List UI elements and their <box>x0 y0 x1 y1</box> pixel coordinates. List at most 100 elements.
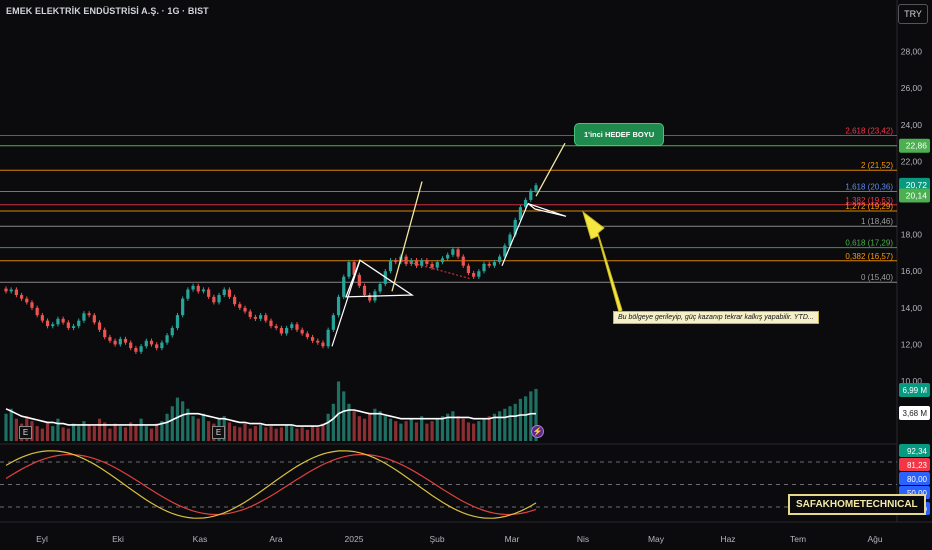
volume-bar <box>388 418 393 441</box>
candle-body <box>149 340 154 345</box>
volume-bar <box>274 428 278 441</box>
volume-bar <box>524 396 528 441</box>
candle-body <box>165 335 169 343</box>
candle-body <box>435 262 439 268</box>
price-tick-label: 26,00 <box>901 83 923 93</box>
candle-body <box>160 342 164 349</box>
volume-bar <box>129 422 133 441</box>
candle-body <box>368 295 372 301</box>
candle-body <box>503 245 507 257</box>
candle-body <box>264 315 268 321</box>
volume-bar <box>316 427 320 441</box>
volume-bar <box>175 397 180 441</box>
candle-body <box>259 315 263 319</box>
candle-body <box>45 320 50 327</box>
volume-bar <box>503 408 507 441</box>
candle-body <box>253 316 258 319</box>
candle-body <box>461 256 465 266</box>
price-tick-label: 16,00 <box>901 266 923 276</box>
price-tick-label: 10,00 <box>901 376 923 386</box>
time-axis-label: Mar <box>505 534 520 544</box>
candle-body <box>25 298 29 303</box>
volume-bar <box>529 391 533 441</box>
target-annotation[interactable]: 1'inci HEDEF BOYU <box>574 123 665 146</box>
stoch-badge-label: 92,34 <box>907 447 928 456</box>
volume-bar <box>347 403 351 441</box>
volume-bar <box>71 423 76 441</box>
volume-bar <box>409 418 413 441</box>
symbol-title: EMEK ELEKTRİK ENDÜSTRİSİ A.Ş. · 1G · BIS… <box>6 6 209 16</box>
fib-level-label: 1,618 (20,36) <box>845 182 893 191</box>
candle-body <box>295 324 299 330</box>
fib-level-label: 2 (21,52) <box>861 161 893 170</box>
dividend-bolt-icon[interactable]: ⚡ <box>531 425 544 438</box>
volume-bar <box>466 422 471 441</box>
candle-body <box>378 284 382 292</box>
volume-bar <box>170 406 174 441</box>
candle-body <box>186 289 190 299</box>
currency-button[interactable]: TRY <box>898 4 928 24</box>
volume-bar <box>45 422 50 441</box>
earnings-marker-icon[interactable]: E <box>212 426 225 439</box>
volume-bar <box>284 424 289 441</box>
trend-line <box>331 260 361 347</box>
price-tick-label: 24,00 <box>901 120 923 130</box>
candle-body <box>71 326 76 328</box>
candle-body <box>305 333 309 338</box>
volume-bar <box>373 408 377 441</box>
time-axis-label: 2025 <box>345 534 364 544</box>
candle-body <box>430 263 434 268</box>
volume-badge <box>899 383 930 397</box>
candle-body <box>347 262 351 277</box>
price-tick-label: 14,00 <box>901 303 923 313</box>
note-annotation[interactable]: Bu bölgeye gerileyip, güç kazanıp tekrar… <box>613 311 819 324</box>
candle-body <box>466 265 471 274</box>
candle-body <box>97 322 102 330</box>
candle-body <box>201 289 206 292</box>
volume-bar <box>394 421 398 441</box>
candle-body <box>82 313 86 321</box>
candle-body <box>362 285 367 296</box>
stoch-d-line <box>5 453 537 516</box>
candle-body <box>472 273 476 277</box>
candle-body <box>108 337 112 341</box>
candle-body <box>19 295 24 299</box>
candle-body <box>129 342 133 349</box>
volume-bar <box>253 426 258 441</box>
volume-bar <box>123 427 128 441</box>
stoch-badge-label: 81,23 <box>907 461 928 470</box>
volume-bar <box>404 421 408 441</box>
candle-body <box>243 307 247 312</box>
volume-bar <box>186 408 190 441</box>
volume-bar <box>14 418 18 441</box>
candle-body <box>66 322 70 328</box>
candle-body <box>207 289 211 297</box>
candle-body <box>118 338 122 345</box>
candle-body <box>238 304 242 308</box>
candle-body <box>425 260 429 264</box>
fib-level-label: 0,618 (17,29) <box>845 239 893 248</box>
volume-bar <box>487 416 491 441</box>
volume-bar <box>414 422 419 441</box>
price-badge <box>899 188 930 203</box>
candle-body <box>529 190 533 200</box>
candle-body <box>310 337 315 341</box>
candle-body <box>513 219 517 235</box>
candle-body <box>14 289 18 296</box>
volume-bar <box>430 421 434 441</box>
volume-bar <box>77 426 81 441</box>
volume-bar <box>477 421 481 441</box>
price-tick-label: 22,00 <box>901 156 923 166</box>
candle-body <box>388 260 393 272</box>
volume-bar <box>134 424 138 441</box>
triangle-pattern <box>345 259 415 298</box>
price-tick-label: 12,00 <box>901 339 923 349</box>
earnings-marker-icon[interactable]: E <box>19 426 32 439</box>
volume-bar <box>295 428 299 441</box>
candle-body <box>113 340 117 345</box>
candle-body <box>404 256 408 264</box>
time-axis-label: Ağu <box>867 534 882 544</box>
volume-badge-label: 6,99 M <box>903 386 928 395</box>
volume-bar <box>305 429 309 441</box>
